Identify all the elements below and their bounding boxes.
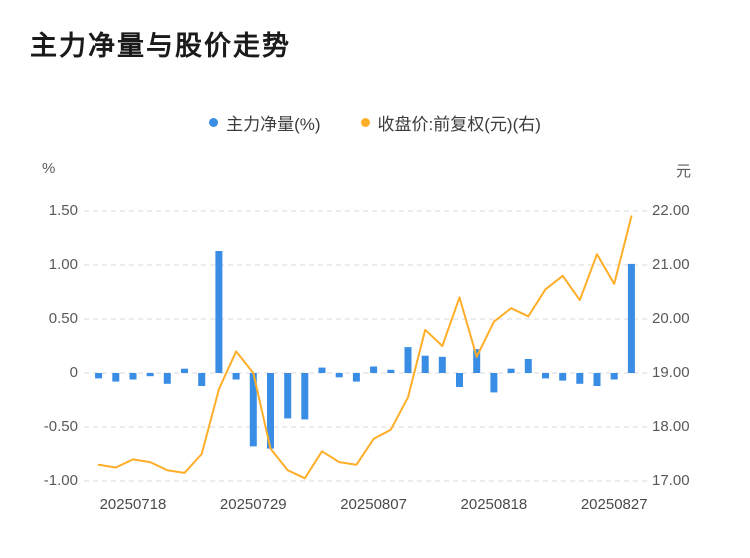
x-axis-date-label: 20250807 — [340, 496, 407, 513]
main-net-volume-bar — [232, 373, 240, 380]
x-axis-date-label: 20250827 — [580, 496, 648, 513]
legend-dot-blue-icon — [209, 118, 219, 127]
close-price-line — [97, 215, 633, 480]
y-axis-left-tick-label: 0 — [69, 364, 78, 381]
y-axis-left-tick-label: -0.50 — [43, 418, 78, 435]
main-net-volume-bar — [593, 373, 601, 386]
chart-title: 主力净量与股价走势 — [30, 31, 291, 61]
main-net-volume-bar — [129, 373, 137, 380]
y-axis-left-tick-label: 1.50 — [48, 202, 78, 219]
main-net-volume-bar — [542, 373, 549, 379]
x-axis-date-label: 20250718 — [99, 496, 167, 513]
legend-label-main-net-volume: 主力净量(%) — [226, 115, 321, 134]
y-axis-right-tick-label: 20.00 — [652, 310, 690, 327]
main-net-volume-bar — [421, 355, 429, 373]
main-net-volume-bar — [404, 347, 412, 373]
main-net-volume-bar — [146, 373, 154, 377]
main-net-volume-bar — [576, 373, 584, 384]
legend-label-close-price: 收盘价:前复权(元)(右) — [377, 115, 541, 134]
right-axis-unit-label: 元 — [676, 163, 692, 180]
y-axis-right-tick-label: 18.00 — [652, 418, 690, 435]
main-net-volume-bar — [249, 373, 257, 447]
main-net-volume-bar — [198, 373, 206, 386]
main-net-volume-bar — [95, 373, 103, 379]
main-net-volume-bar — [181, 368, 188, 373]
x-axis-date-label: 20250818 — [460, 496, 528, 513]
main-net-volume-bar — [267, 373, 274, 449]
y-axis-right-tick-label: 21.00 — [652, 256, 690, 273]
main-net-volume-bar — [610, 373, 618, 380]
legend-item-close-price[interactable]: 收盘价:前复权(元)(右) — [360, 110, 541, 135]
left-axis-unit-label: % — [42, 160, 56, 177]
main-net-volume-bar — [112, 373, 120, 382]
y-axis-right-tick-label: 22.00 — [652, 202, 690, 219]
legend-item-main-net-volume[interactable]: 主力净量(%) — [209, 110, 321, 135]
legend: 主力净量(%) 收盘价:前复权(元)(右) — [0, 110, 750, 135]
main-net-volume-bar — [456, 373, 463, 387]
main-net-volume-bar — [215, 251, 223, 373]
y-axis-left-tick-label: -1.00 — [43, 472, 78, 489]
y-axis-left-tick-label: 0.50 — [48, 310, 78, 327]
main-net-volume-bar — [284, 373, 292, 419]
main-net-volume-bar — [335, 373, 343, 378]
main-net-volume-bar — [490, 373, 498, 393]
main-net-volume-bar — [627, 263, 635, 373]
main-net-volume-bar — [318, 367, 326, 373]
main-net-volume-bar — [301, 373, 309, 420]
main-net-volume-bar — [387, 369, 395, 373]
main-net-volume-bar — [559, 373, 567, 381]
legend-dot-orange-icon — [360, 118, 370, 127]
y-axis-left-tick-label: 1.00 — [48, 256, 78, 273]
main-net-volume-bar — [473, 349, 481, 373]
y-axis-right-tick-label: 19.00 — [652, 364, 690, 381]
main-net-volume-bar — [524, 359, 532, 373]
main-net-volume-bar — [507, 368, 515, 373]
y-axis-right-tick-label: 17.00 — [652, 472, 690, 489]
main-net-volume-bar — [438, 356, 446, 373]
main-net-volume-bar — [163, 373, 171, 384]
main-net-volume-bar — [352, 373, 360, 382]
main-net-volume-bar — [370, 366, 378, 373]
x-axis-date-label: 20250729 — [219, 496, 287, 513]
